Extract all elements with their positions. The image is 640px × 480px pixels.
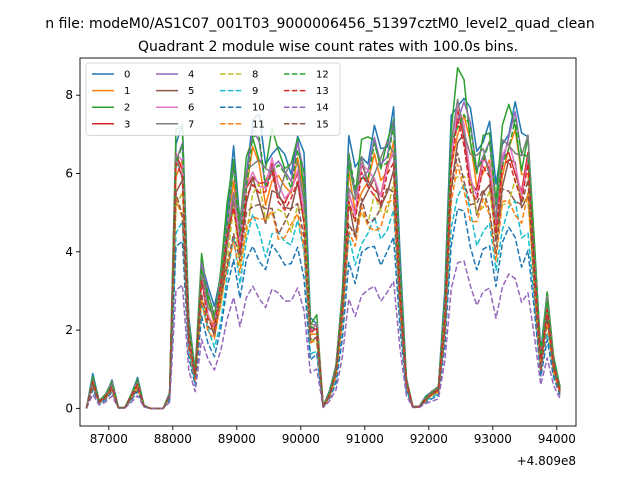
- legend-label-2: 2: [124, 103, 130, 114]
- x-tick-label: 94000: [538, 432, 576, 446]
- series-line-10: [85, 208, 561, 410]
- legend-label-11: 11: [252, 119, 265, 130]
- series-line-14: [85, 260, 561, 410]
- y-tick-label: 6: [65, 166, 73, 180]
- legend-label-15: 15: [316, 119, 329, 130]
- legend-label-5: 5: [188, 86, 194, 97]
- series-lines: [85, 67, 561, 410]
- legend-label-12: 12: [316, 70, 329, 81]
- legend-label-0: 0: [124, 70, 130, 81]
- series-line-1: [85, 114, 561, 410]
- legend-label-4: 4: [188, 70, 194, 81]
- plot-area: 87000 88000 89000 90000 91000 92000 93000 94000…: [65, 57, 577, 468]
- axes-frame: [79, 57, 577, 427]
- figure-suptitle: n file: modeM0/AS1C07_001T03_9000006456_…: [45, 16, 594, 32]
- y-tick-label: 2: [65, 323, 73, 337]
- x-tick-label: 92000: [410, 432, 448, 446]
- series-line-7: [85, 98, 561, 410]
- legend-box: [85, 62, 341, 136]
- y-tick-label: 0: [65, 401, 73, 415]
- legend-label-8: 8: [252, 70, 258, 81]
- series-line-3: [85, 108, 561, 410]
- x-tick-label: 90000: [282, 432, 320, 446]
- x-tick-label: 89000: [218, 432, 256, 446]
- series-line-8: [85, 175, 561, 410]
- x-tick-label: 91000: [346, 432, 384, 446]
- y-tick-label: 8: [65, 88, 73, 102]
- legend-label-10: 10: [252, 103, 265, 114]
- legend-label-7: 7: [188, 119, 194, 130]
- legend-label-6: 6: [188, 103, 194, 114]
- x-tick-label: 87000: [90, 432, 128, 446]
- legend-label-3: 3: [124, 119, 130, 130]
- series-line-4: [85, 101, 561, 410]
- series-line-9: [85, 183, 561, 410]
- legend-label-9: 9: [252, 86, 258, 97]
- x-tick-label: 88000: [154, 432, 192, 446]
- legend-label-1: 1: [124, 86, 130, 97]
- y-tick-label: 4: [65, 245, 73, 259]
- legend-label-13: 13: [316, 86, 329, 97]
- series-line-15: [85, 152, 561, 410]
- legend-label-14: 14: [316, 103, 329, 114]
- x-axis-offset-label: +4.809e8: [517, 454, 576, 468]
- series-line-6: [85, 103, 561, 410]
- series-line-12: [85, 113, 561, 410]
- x-tick-label: 93000: [474, 432, 512, 446]
- chart-title: Quadrant 2 module wise count rates with …: [138, 39, 518, 55]
- series-line-11: [85, 163, 561, 410]
